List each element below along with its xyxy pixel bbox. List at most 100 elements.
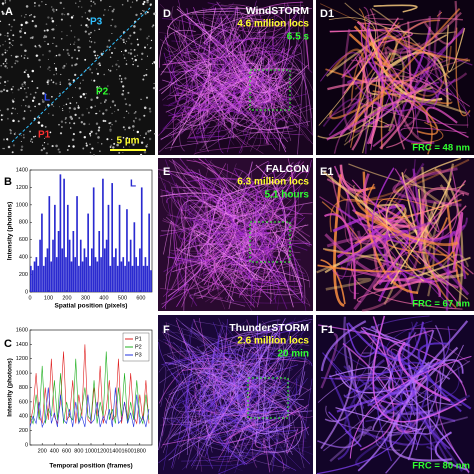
filament bbox=[209, 9, 299, 134]
bar bbox=[48, 196, 51, 292]
filament bbox=[168, 339, 203, 384]
bar bbox=[109, 265, 112, 292]
filament bbox=[335, 407, 421, 431]
speckle bbox=[135, 111, 137, 113]
filament bbox=[167, 214, 249, 245]
bar bbox=[122, 257, 125, 292]
speckle bbox=[25, 95, 28, 99]
filament bbox=[253, 236, 272, 304]
speckle bbox=[47, 16, 50, 19]
speckle bbox=[16, 113, 18, 115]
speckle bbox=[4, 0, 7, 2]
image-background bbox=[0, 0, 155, 155]
speckle bbox=[63, 104, 65, 106]
speckle bbox=[50, 17, 54, 20]
filament bbox=[348, 172, 417, 294]
speckle bbox=[129, 52, 133, 55]
speckle bbox=[131, 58, 134, 60]
bar bbox=[55, 257, 58, 292]
speckle bbox=[12, 34, 15, 37]
speckle bbox=[68, 106, 72, 110]
y-tick-label: 200 bbox=[19, 272, 28, 278]
filament bbox=[195, 192, 305, 234]
filament bbox=[165, 378, 292, 422]
speckle bbox=[4, 1, 7, 4]
speckle bbox=[83, 122, 86, 126]
speckle bbox=[29, 130, 31, 133]
filament bbox=[254, 9, 270, 16]
speckle bbox=[116, 69, 118, 71]
filament bbox=[213, 71, 235, 139]
speckle bbox=[15, 59, 17, 62]
x-tick-label: 300 bbox=[81, 295, 90, 301]
x-tick-label: 1600 bbox=[121, 448, 133, 454]
filament bbox=[158, 172, 311, 306]
x-tick-label: 0 bbox=[28, 295, 31, 301]
filament bbox=[415, 425, 433, 460]
speckle bbox=[89, 45, 92, 49]
filament bbox=[183, 172, 255, 292]
filament bbox=[162, 331, 228, 365]
bar bbox=[57, 231, 60, 292]
speckle bbox=[63, 7, 65, 9]
filament bbox=[158, 372, 189, 464]
x-tick-label: 100 bbox=[44, 295, 53, 301]
speckle bbox=[96, 54, 99, 57]
filament bbox=[322, 352, 364, 409]
speckle bbox=[75, 102, 78, 104]
speckle bbox=[21, 83, 24, 86]
speckle bbox=[140, 141, 144, 144]
speckle bbox=[71, 118, 73, 120]
speckle bbox=[120, 37, 122, 40]
series-line bbox=[29, 344, 150, 425]
speckle bbox=[99, 64, 101, 67]
speckle bbox=[25, 14, 27, 16]
speckle bbox=[111, 65, 114, 67]
filament bbox=[167, 323, 247, 344]
speckle bbox=[90, 31, 92, 34]
speckle bbox=[8, 41, 11, 45]
filament bbox=[213, 345, 268, 385]
speckle bbox=[24, 16, 26, 18]
speckle bbox=[109, 121, 112, 124]
filament bbox=[373, 224, 428, 279]
x-tick-label: 1000 bbox=[85, 448, 97, 454]
filament bbox=[209, 378, 298, 423]
speckle bbox=[73, 43, 75, 46]
filament bbox=[170, 50, 313, 139]
speckle bbox=[100, 102, 102, 104]
speckle bbox=[139, 153, 143, 157]
speckle bbox=[80, 24, 83, 26]
filament bbox=[291, 44, 303, 155]
speckle bbox=[3, 138, 5, 141]
speckle bbox=[150, 39, 153, 42]
filament bbox=[359, 25, 452, 97]
speckle bbox=[38, 116, 41, 119]
filament bbox=[193, 222, 215, 267]
speckle bbox=[20, 55, 23, 57]
speckle bbox=[44, 35, 48, 38]
speckle bbox=[77, 38, 80, 41]
speckle bbox=[20, 43, 23, 47]
speckle bbox=[75, 87, 77, 89]
speckle bbox=[122, 89, 125, 92]
speckle bbox=[70, 30, 72, 32]
filament bbox=[317, 110, 381, 139]
speckle bbox=[48, 66, 51, 69]
speckle bbox=[6, 108, 9, 111]
speckle bbox=[79, 95, 83, 98]
speckle bbox=[149, 110, 152, 113]
speckle bbox=[59, 83, 62, 85]
speckle bbox=[10, 112, 13, 115]
filament bbox=[331, 346, 460, 397]
filament bbox=[198, 67, 301, 153]
speckle bbox=[31, 20, 34, 23]
speckle bbox=[40, 148, 43, 152]
filament bbox=[178, 117, 287, 149]
speckle bbox=[111, 33, 113, 34]
speckle bbox=[82, 147, 85, 150]
filament bbox=[237, 319, 313, 382]
speckle bbox=[20, 87, 22, 90]
speckle bbox=[143, 150, 147, 154]
speckle bbox=[110, 126, 112, 128]
